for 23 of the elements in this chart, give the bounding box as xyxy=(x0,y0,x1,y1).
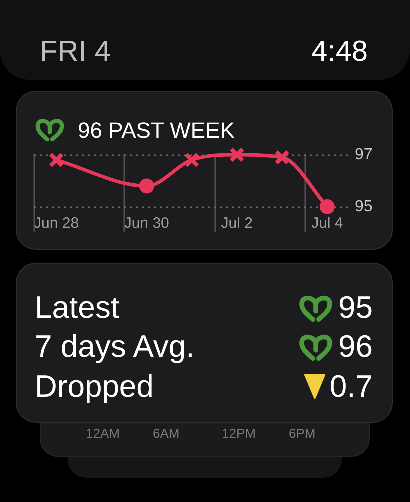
text: Dropped xyxy=(35,369,154,404)
point xyxy=(48,152,64,168)
point xyxy=(184,152,200,168)
point xyxy=(229,147,245,163)
text: 7 days Avg. xyxy=(35,329,195,364)
x-tick-label: Jul 4 xyxy=(312,215,344,232)
text: 6AM xyxy=(153,426,180,441)
text: 12AM xyxy=(86,426,120,441)
text: Latest xyxy=(35,290,120,325)
y-tick-label: 97 xyxy=(355,146,373,164)
point xyxy=(320,200,335,214)
text: FRI 4 xyxy=(40,36,111,68)
x-tick-label: Jun 30 xyxy=(124,215,170,232)
text: 4:48 xyxy=(312,36,368,68)
text: 96 xyxy=(338,329,373,364)
x-tick-label: Jun 28 xyxy=(34,215,80,232)
text: 0.7 xyxy=(330,369,373,404)
x-tick-label: Jul 2 xyxy=(221,215,253,232)
point xyxy=(139,178,154,194)
point xyxy=(274,150,290,166)
text: 6PM xyxy=(289,426,316,441)
chart-title: 96 PAST WEEK xyxy=(78,118,235,143)
text: 12PM xyxy=(222,426,256,441)
